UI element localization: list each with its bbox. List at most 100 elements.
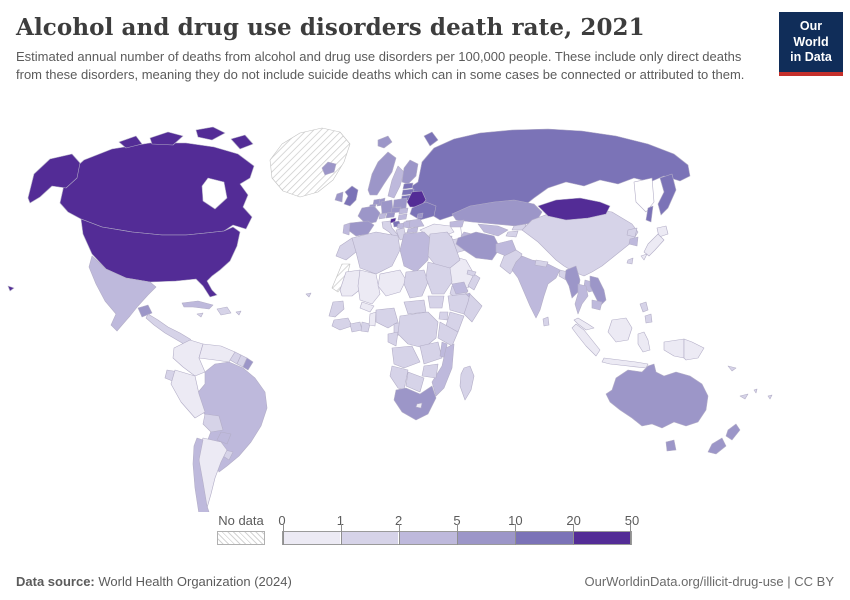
region-fiji[interactable] xyxy=(767,394,773,400)
region-moldova[interactable] xyxy=(416,212,424,219)
region-malaysia[interactable] xyxy=(573,317,595,331)
region-serbia[interactable] xyxy=(402,220,411,229)
region-cambodia[interactable] xyxy=(591,299,603,311)
region-vanuatu[interactable] xyxy=(753,388,758,394)
region-france[interactable] xyxy=(357,205,381,225)
region-sri-lanka[interactable] xyxy=(542,316,550,327)
region-zimbabwe[interactable] xyxy=(421,363,439,379)
legend-segment-bin1[interactable] xyxy=(340,532,399,544)
region-algeria[interactable] xyxy=(351,231,401,275)
region-ireland[interactable] xyxy=(334,191,344,203)
legend-color-bar[interactable] xyxy=(282,524,632,545)
region-mozambique[interactable] xyxy=(431,343,455,397)
region-kamchatka[interactable] xyxy=(657,173,677,216)
region-bolivia[interactable] xyxy=(202,413,224,433)
region-arctic-d[interactable] xyxy=(118,135,143,149)
legend-no-data[interactable]: No data xyxy=(217,513,265,545)
region-philippines-mindanao[interactable] xyxy=(644,313,653,324)
region-mali[interactable] xyxy=(357,269,381,305)
region-arctic-c[interactable] xyxy=(230,134,254,150)
region-borneo[interactable] xyxy=(607,317,633,343)
legend-no-data-swatch[interactable] xyxy=(217,531,265,545)
legend-segment-bin2[interactable] xyxy=(398,532,457,544)
region-norway[interactable] xyxy=(367,151,397,196)
region-vietnam[interactable] xyxy=(589,275,607,307)
region-angola[interactable] xyxy=(391,345,421,369)
region-botswana[interactable] xyxy=(405,371,425,393)
region-uae[interactable] xyxy=(466,269,477,277)
region-hungary[interactable] xyxy=(397,213,408,221)
region-estonia[interactable] xyxy=(402,182,414,190)
region-egypt[interactable] xyxy=(427,231,461,269)
region-alaska[interactable] xyxy=(27,153,81,204)
region-thailand[interactable] xyxy=(574,283,589,315)
region-tajikistan[interactable] xyxy=(505,230,519,238)
owid-logo[interactable]: Our World in Data xyxy=(779,12,843,76)
region-chile[interactable] xyxy=(192,437,210,512)
region-arctic-a[interactable] xyxy=(149,131,184,146)
region-nz-north[interactable] xyxy=(725,423,741,441)
region-peru[interactable] xyxy=(170,369,206,419)
region-west-papua[interactable] xyxy=(663,338,685,359)
region-burkina[interactable] xyxy=(359,301,375,313)
region-png[interactable] xyxy=(683,338,705,361)
region-sudan[interactable] xyxy=(425,261,453,295)
region-australia[interactable] xyxy=(605,363,709,429)
region-sumatra[interactable] xyxy=(571,323,601,357)
region-lesotho[interactable] xyxy=(415,402,423,409)
region-eritrea[interactable] xyxy=(451,281,469,295)
region-south-africa[interactable] xyxy=(393,385,437,421)
legend-segment-bin0[interactable] xyxy=(283,532,341,544)
region-south-korea[interactable] xyxy=(628,236,639,247)
region-north-korea[interactable] xyxy=(626,227,638,238)
region-french-guiana[interactable] xyxy=(242,357,254,371)
region-caucasus[interactable] xyxy=(449,219,465,228)
region-cuba[interactable] xyxy=(181,300,214,310)
region-uzbekistan[interactable] xyxy=(477,223,509,237)
region-senegal[interactable] xyxy=(328,300,345,318)
region-sulawesi[interactable] xyxy=(637,331,651,353)
region-portugal[interactable] xyxy=(342,222,351,236)
credit-link[interactable]: OurWorldinData.org/illicit-drug-use | CC… xyxy=(584,574,835,589)
region-netherlands[interactable] xyxy=(372,198,381,206)
region-solomon[interactable] xyxy=(727,365,737,372)
region-russia[interactable] xyxy=(411,128,691,221)
region-japan-honshu[interactable] xyxy=(643,233,665,257)
region-taiwan[interactable] xyxy=(626,257,634,265)
region-iran[interactable] xyxy=(455,231,501,261)
region-greenland[interactable] xyxy=(269,127,351,198)
region-madagascar[interactable] xyxy=(459,365,475,401)
region-belarus[interactable] xyxy=(406,190,427,208)
region-chad[interactable] xyxy=(403,269,429,299)
region-zambia[interactable] xyxy=(419,341,443,365)
region-paraguay[interactable] xyxy=(216,431,232,445)
region-novaya-zemlya[interactable] xyxy=(423,131,439,147)
region-south-sudan[interactable] xyxy=(427,295,445,309)
region-bulgaria[interactable] xyxy=(406,226,419,234)
region-ukraine[interactable] xyxy=(409,201,437,221)
region-cape-verde[interactable] xyxy=(305,292,312,298)
region-uk[interactable] xyxy=(343,185,359,207)
region-car[interactable] xyxy=(403,299,427,315)
region-uganda[interactable] xyxy=(438,311,449,321)
region-new-caledonia[interactable] xyxy=(739,393,749,400)
legend-segment-bin3[interactable] xyxy=(456,532,515,544)
region-libya[interactable] xyxy=(399,231,431,273)
region-benin[interactable] xyxy=(368,311,377,327)
region-tasmania[interactable] xyxy=(665,439,677,452)
region-switzerland[interactable] xyxy=(378,212,387,220)
region-myanmar[interactable] xyxy=(564,265,581,299)
region-nepal[interactable] xyxy=(534,259,549,268)
region-mongolia[interactable] xyxy=(537,197,611,221)
legend-segment-bin5[interactable] xyxy=(572,532,632,544)
region-hawaii[interactable] xyxy=(7,285,15,292)
region-svalbard[interactable] xyxy=(377,135,393,149)
region-namibia[interactable] xyxy=(389,365,409,391)
region-finland[interactable] xyxy=(401,159,419,185)
region-japan-kyushu[interactable] xyxy=(640,253,648,261)
region-somalia[interactable] xyxy=(463,293,483,323)
region-sakhalin[interactable] xyxy=(645,205,654,223)
region-guinea[interactable] xyxy=(331,317,353,331)
region-puerto-rico[interactable] xyxy=(235,310,242,316)
region-nz-south[interactable] xyxy=(707,437,727,455)
